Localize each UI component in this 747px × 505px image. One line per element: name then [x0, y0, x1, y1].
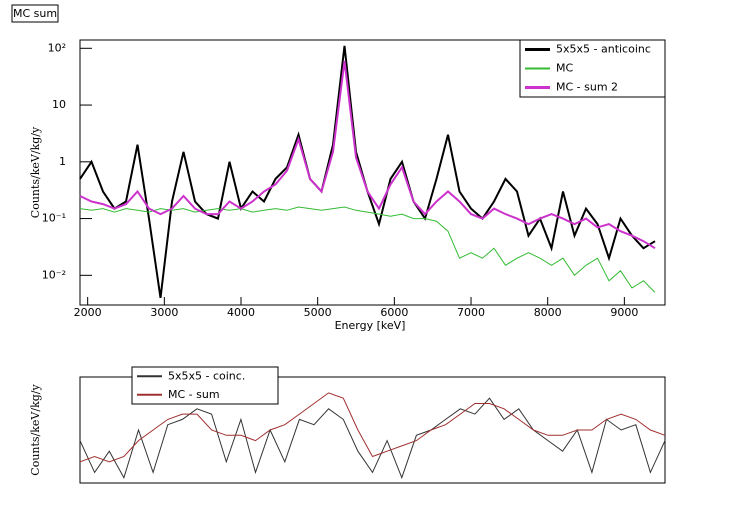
x-tick-label: 8000 — [534, 306, 562, 319]
x-tick-label: 4000 — [227, 306, 255, 319]
series-line — [79, 392, 666, 463]
series-line — [79, 206, 656, 293]
legend-label: MC - sum 2 — [556, 81, 618, 94]
series-line — [79, 397, 666, 480]
title-box — [11, 4, 59, 23]
legend-label: MC - sum — [168, 388, 220, 401]
plot-frame — [79, 376, 666, 484]
y-tick-label: 1 — [59, 155, 66, 168]
x-tick-label: 3000 — [150, 306, 178, 319]
x-tick-label: 7000 — [457, 306, 485, 319]
y-tick-label: 10 — [52, 98, 66, 111]
plot-frame — [79, 39, 666, 306]
x-tick-label: 6000 — [380, 306, 408, 319]
x-axis-label: Energy [keV] — [335, 319, 406, 332]
legend-box — [131, 366, 279, 405]
y-axis-label: Counts/keV/kg/y — [29, 126, 42, 218]
chart-title: MC sum — [13, 7, 57, 20]
x-tick-label: 5000 — [304, 306, 332, 319]
y-axis-label: Counts/keV/kg/y — [29, 384, 42, 476]
legend-label: MC — [556, 62, 573, 75]
x-tick-label: 9000 — [610, 306, 638, 319]
legend-label: 5x5x5 - anticoinc — [556, 43, 651, 56]
x-tick-label: 2000 — [74, 306, 102, 319]
y-tick-label: 10⁻² — [42, 268, 66, 281]
y-tick-label: 10² — [48, 41, 66, 54]
legend-label: 5x5x5 - coinc. — [168, 369, 245, 382]
y-tick-label: 10⁻¹ — [42, 212, 66, 225]
series-line — [79, 60, 656, 250]
